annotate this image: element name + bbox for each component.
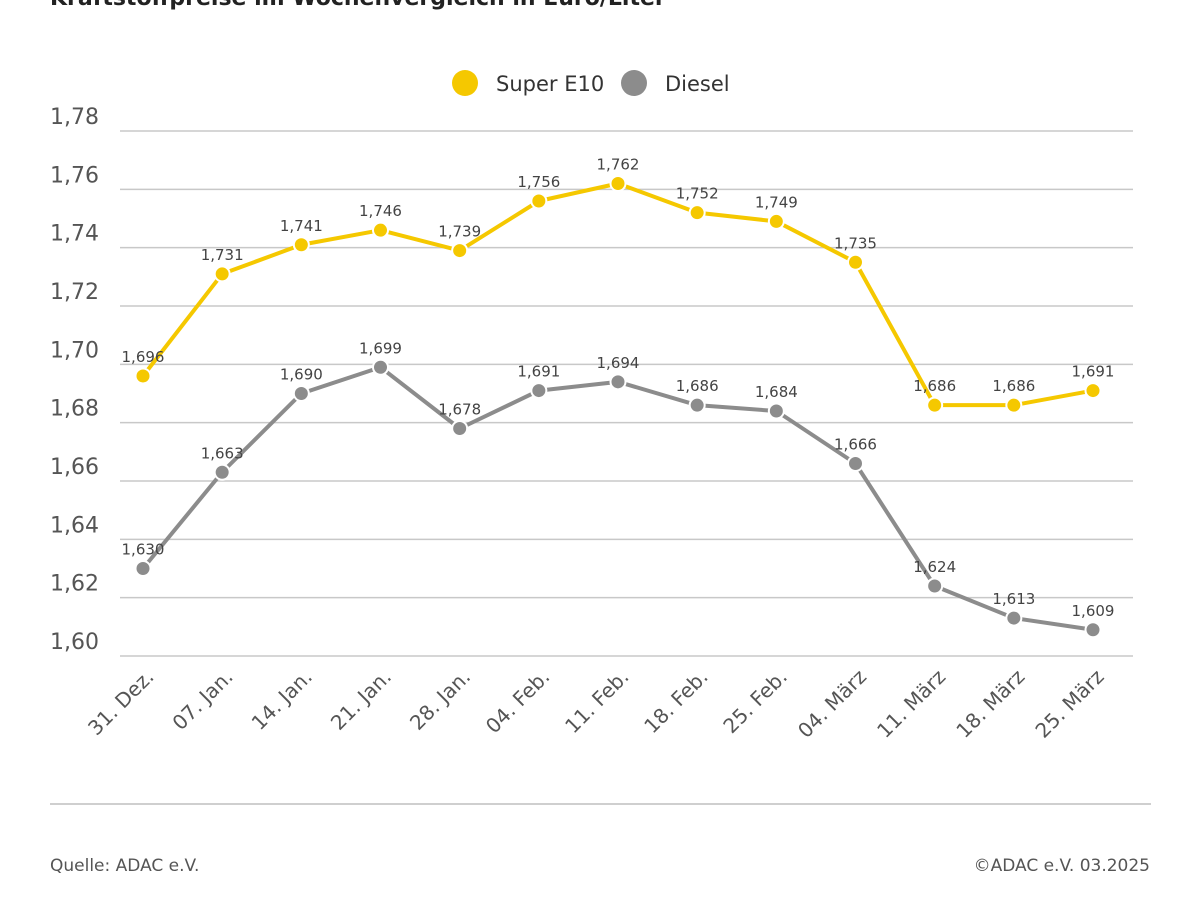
y-tick-label: 1,64 xyxy=(50,513,99,538)
data-point-super-e10 xyxy=(767,212,785,230)
data-point-super-e10 xyxy=(372,221,389,239)
data-point-diesel xyxy=(213,463,231,481)
data-label-diesel: 1,663 xyxy=(201,444,244,462)
x-tick-label: 11. Feb. xyxy=(560,665,633,738)
footer-divider xyxy=(50,803,1151,805)
y-tick-label: 1,68 xyxy=(50,397,99,422)
data-label-super-e10: 1,741 xyxy=(280,217,323,235)
data-label-super-e10: 1,746 xyxy=(359,202,402,220)
data-label-super-e10: 1,731 xyxy=(201,246,244,264)
data-label-super-e10: 1,752 xyxy=(676,185,719,203)
data-point-super-e10 xyxy=(530,192,548,210)
y-tick-label: 1,62 xyxy=(50,572,99,597)
data-point-super-e10 xyxy=(926,396,944,414)
x-tick-label: 21. Jan. xyxy=(326,665,396,735)
data-label-super-e10: 1,691 xyxy=(1072,363,1115,381)
data-point-diesel xyxy=(451,420,469,437)
legend-label-super-e10: Super E10 xyxy=(496,72,604,96)
source-note: Quelle: ADAC e.V. xyxy=(50,856,200,876)
data-point-super-e10 xyxy=(609,175,627,192)
legend-marker-diesel xyxy=(621,70,647,96)
data-label-super-e10: 1,696 xyxy=(122,348,165,366)
data-point-diesel xyxy=(1005,609,1023,627)
chart-title: Kraftstoffpreise im Wochenvergleich in E… xyxy=(50,0,666,11)
data-label-diesel: 1,624 xyxy=(913,558,956,576)
x-tick-label: 11. März xyxy=(872,665,950,743)
chart-series: 1,696 1,731 1,741 1,746 1,739 1,756 1,762 1,752… xyxy=(122,156,1115,639)
x-tick-label: 18. März xyxy=(951,665,1029,743)
data-label-diesel: 1,686 xyxy=(676,377,719,395)
data-point-diesel xyxy=(134,560,152,577)
data-label-diesel: 1,699 xyxy=(359,339,402,357)
data-point-diesel xyxy=(847,455,864,472)
data-point-diesel xyxy=(530,382,548,400)
x-tick-label: 14. Jan. xyxy=(247,665,317,735)
data-label-diesel: 1,684 xyxy=(755,383,798,401)
y-tick-label: 1,66 xyxy=(50,455,99,480)
legend-marker-super-e10 xyxy=(452,70,478,96)
data-point-super-e10 xyxy=(134,367,152,385)
data-point-super-e10 xyxy=(213,265,231,283)
data-point-diesel xyxy=(1084,621,1102,639)
chart-legend: Super E10 Diesel xyxy=(452,70,730,96)
data-point-super-e10 xyxy=(847,253,864,271)
data-point-diesel xyxy=(926,577,944,595)
line-chart: Super E10 Diesel 1,60 1,62 1,64 1,66 1,68 1,70… xyxy=(50,70,1133,743)
data-label-super-e10: 1,739 xyxy=(438,223,481,241)
data-label-diesel: 1,613 xyxy=(992,590,1035,608)
x-tick-label: 31. Dez. xyxy=(83,665,158,740)
data-label-super-e10: 1,749 xyxy=(755,193,798,211)
data-label-diesel: 1,690 xyxy=(280,366,323,384)
data-point-super-e10 xyxy=(1005,396,1023,414)
x-tick-label: 25. Feb. xyxy=(718,665,791,738)
y-tick-label: 1,60 xyxy=(50,630,99,655)
x-tick-label: 07. Jan. xyxy=(167,665,237,735)
legend-label-diesel: Diesel xyxy=(665,72,730,96)
data-point-super-e10 xyxy=(1084,382,1102,400)
y-tick-label: 1,76 xyxy=(50,163,99,188)
data-label-diesel: 1,630 xyxy=(122,541,165,559)
data-label-diesel: 1,666 xyxy=(834,436,877,454)
x-axis: 31. Dez. 07. Jan. 14. Jan. 21. Jan. 28. Jan.… xyxy=(83,665,1108,743)
y-axis: 1,60 1,62 1,64 1,66 1,68 1,70 1,72 1,74 1,76 1,78 xyxy=(50,105,99,655)
copyright-note: ©ADAC e.V. 03.2025 xyxy=(973,856,1150,876)
x-tick-label: 25. März xyxy=(1030,665,1108,743)
chart-gridlines xyxy=(120,130,1133,657)
x-tick-label: 28. Jan. xyxy=(405,665,475,735)
data-label-super-e10: 1,762 xyxy=(597,156,640,174)
x-tick-label: 04. März xyxy=(793,665,871,743)
data-label-super-e10: 1,686 xyxy=(913,377,956,395)
y-tick-label: 1,70 xyxy=(50,338,99,363)
data-point-diesel xyxy=(609,373,627,391)
data-point-diesel xyxy=(688,396,706,414)
data-label-diesel: 1,694 xyxy=(597,354,640,372)
data-label-diesel: 1,609 xyxy=(1072,602,1115,620)
data-label-super-e10: 1,756 xyxy=(517,173,560,191)
y-tick-label: 1,72 xyxy=(50,280,99,305)
data-point-diesel xyxy=(292,385,310,402)
data-label-super-e10: 1,686 xyxy=(992,377,1035,395)
data-point-super-e10 xyxy=(451,242,469,260)
data-point-super-e10 xyxy=(292,236,310,254)
data-label-super-e10: 1,735 xyxy=(834,234,877,252)
y-tick-label: 1,78 xyxy=(50,105,99,130)
data-label-diesel: 1,678 xyxy=(438,401,481,419)
data-point-diesel xyxy=(767,402,785,420)
data-label-diesel: 1,691 xyxy=(517,363,560,381)
y-tick-label: 1,74 xyxy=(50,222,99,247)
x-tick-label: 04. Feb. xyxy=(481,665,554,738)
data-point-super-e10 xyxy=(688,204,706,222)
x-tick-label: 18. Feb. xyxy=(639,665,712,738)
data-point-diesel xyxy=(372,358,389,376)
